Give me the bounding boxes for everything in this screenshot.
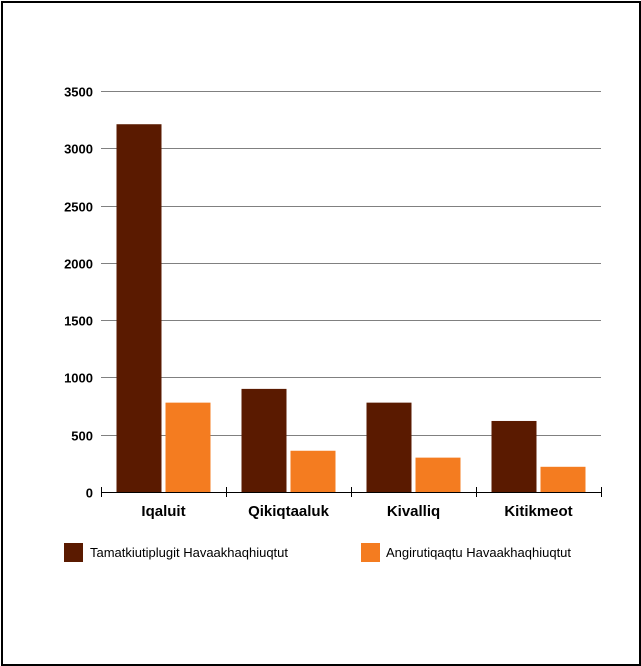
y-tick-label: 0 (86, 486, 93, 501)
x-tick-label: Kitikmeot (504, 503, 572, 520)
x-tick-label: Iqaluit (141, 503, 185, 520)
bar-kitikmeot-series-2 (540, 466, 586, 492)
legend-label: Tamatkiutiplugit Havaakhaqhiuqtut (90, 545, 288, 560)
y-tick-label: 2000 (64, 257, 93, 272)
y-tick-label: 3000 (64, 142, 93, 157)
bar-iqaluit-series-2 (165, 402, 211, 492)
y-axis-ticks: 0 500 1000 1500 2000 2500 3000 3500 (64, 85, 93, 501)
bar-qikiqtaaluk-series-1 (241, 388, 287, 492)
bar-kitikmeot-series-1 (491, 420, 537, 492)
legend-swatch (64, 543, 83, 562)
y-tick-label: 3500 (64, 85, 93, 100)
bar-iqaluit-series-1 (116, 124, 162, 493)
y-tick-label: 1500 (64, 314, 93, 329)
legend-swatch (361, 543, 380, 562)
y-tick-label: 1000 (64, 371, 93, 386)
x-axis-labels: Iqaluit Qikiqtaaluk Kivalliq Kitikmeot (141, 503, 572, 520)
bars (116, 124, 586, 493)
y-tick-label: 2500 (64, 200, 93, 215)
y-tick-label: 500 (71, 429, 93, 444)
legend: Tamatkiutiplugit Havaakhaqhiuqtut Angirut… (64, 543, 571, 562)
legend-label: Angirutiqaqtu Havaakhaqhiuqtut (386, 545, 571, 560)
x-tick-label: Qikiqtaaluk (248, 503, 330, 520)
bar-kivalliq-series-1 (366, 402, 412, 492)
x-axis (101, 487, 602, 497)
bar-qikiqtaaluk-series-2 (290, 450, 336, 492)
x-tick-label: Kivalliq (387, 503, 440, 520)
bar-kivalliq-series-2 (415, 457, 461, 492)
grid-lines (101, 91, 601, 436)
